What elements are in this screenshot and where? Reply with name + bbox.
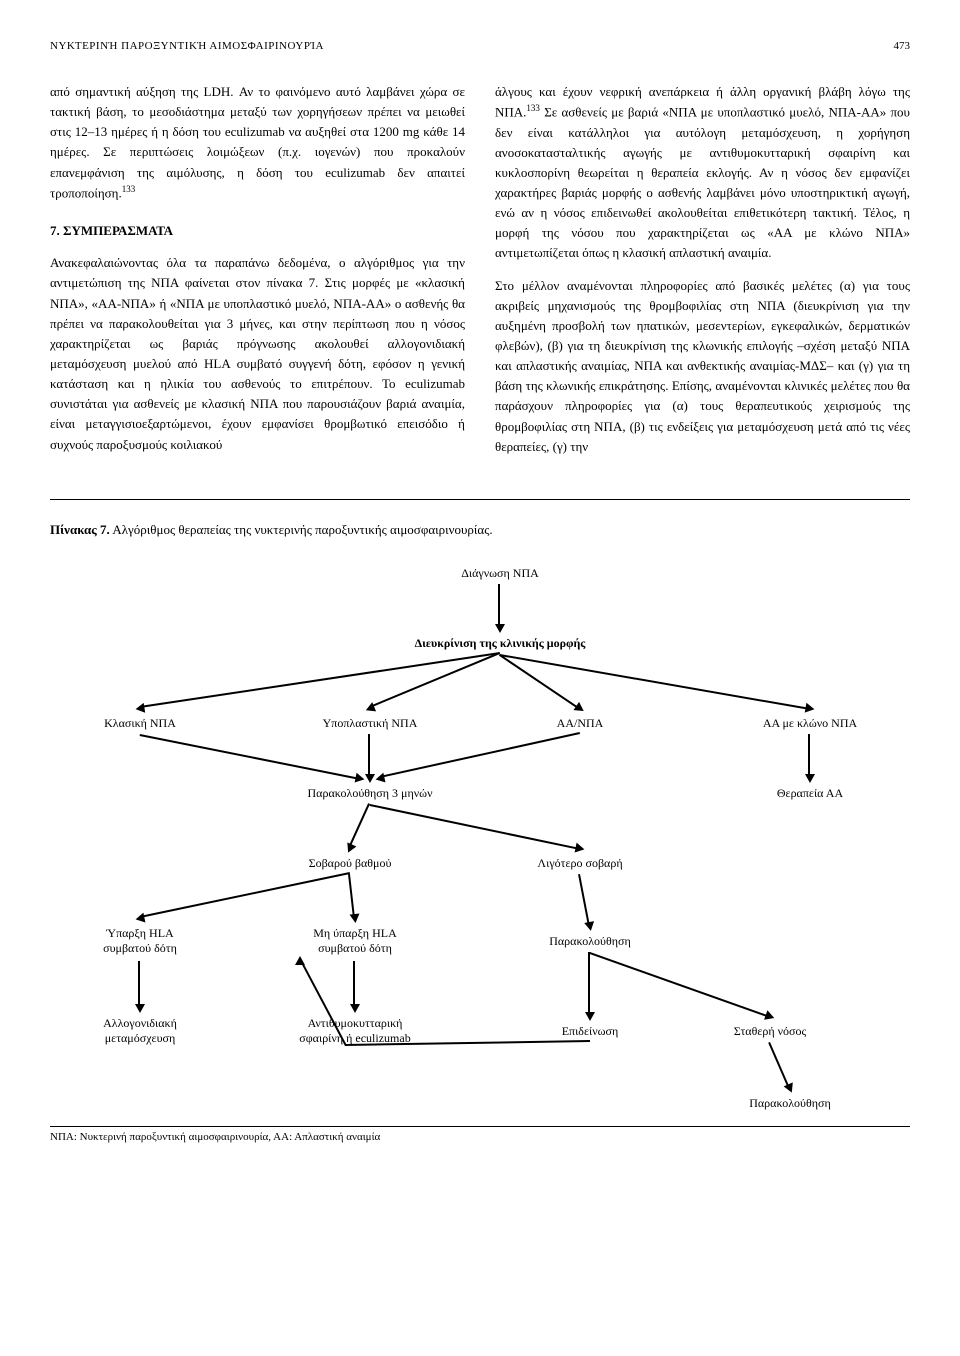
flowchart-arrow-head-icon <box>585 1012 595 1021</box>
flowchart-arrow-line <box>140 734 360 779</box>
flowchart-arrow-head-icon <box>135 1004 145 1013</box>
left-p2: Ανακεφαλαιώνοντας όλα τα παραπάνω δεδομέ… <box>50 253 465 454</box>
flowchart-arrow-line <box>589 952 769 1017</box>
flowchart-node-n5: ΑΑ/ΝΠΑ <box>540 716 620 731</box>
flowchart-node-n1: Διάγνωση ΝΠΑ <box>440 566 560 581</box>
flowchart-arrow-head-icon <box>350 913 361 923</box>
flowchart-arrow-head-icon <box>575 843 586 855</box>
page-number: 473 <box>894 40 911 52</box>
flowchart-arrow-line <box>809 734 811 778</box>
flowchart-node-n11: Ύπαρξη HLA συμβατού δότη <box>80 926 200 956</box>
flowchart-node-n9: Σοβαρού βαθμού <box>285 856 415 871</box>
flowchart-arrow-head-icon <box>764 1010 776 1022</box>
flowchart-arrow-line <box>500 654 810 709</box>
flowchart-arrow-head-icon <box>584 921 596 932</box>
flowchart: Διάγνωση ΝΠΑ Διευκρίνιση της κλινικής μορ… <box>50 556 910 1116</box>
right-column: άλγους και έχουν νεφρική ανεπάρκεια ή άλ… <box>495 82 910 469</box>
right-p1b: Σε ασθενείς με βαριά «ΝΠΑ με υποπλαστικό… <box>495 104 910 260</box>
flowchart-node-n13: Παρακολούθηση <box>530 934 650 949</box>
left-p1: από σημαντική αύξηση της LDH. Αν το φαιν… <box>50 82 465 203</box>
flowchart-arrow-head-icon <box>375 773 386 785</box>
flowchart-arrow-head-icon <box>784 1082 797 1094</box>
right-p2: Στο μέλλον αναμένονται πληροφορίες από β… <box>495 276 910 457</box>
flowchart-arrow-line <box>769 1042 790 1089</box>
table-caption-bold: Πίνακας 7. <box>50 522 110 537</box>
flowchart-arrow-line <box>380 732 580 777</box>
flowchart-arrow-line <box>349 803 370 848</box>
flowchart-arrow-line <box>140 872 350 917</box>
flowchart-arrow-line <box>369 652 500 707</box>
flowchart-arrow-head-icon <box>344 842 357 854</box>
flowchart-arrow-head-icon <box>495 624 505 633</box>
flowchart-arrow-line <box>369 734 371 778</box>
flowchart-node-n18: Παρακολούθηση <box>730 1096 850 1111</box>
flowchart-arrow-head-icon <box>365 774 375 783</box>
flowchart-node-n4: Υποπλαστική ΝΠΑ <box>300 716 440 731</box>
flowchart-node-n16: Επιδείνωση <box>540 1024 640 1039</box>
flowchart-arrow-head-icon <box>355 773 366 785</box>
flowchart-arrow-head-icon <box>573 702 586 715</box>
flowchart-node-n14: Αλλογονιδιακή μεταμόσχευση <box>80 1016 200 1046</box>
flowchart-arrow-line <box>589 952 591 1016</box>
flowchart-arrow-line <box>354 961 356 1008</box>
right-p1: άλγους και έχουν νεφρική ανεπάρκεια ή άλ… <box>495 82 910 264</box>
flowchart-arrow-head-icon <box>350 1004 360 1013</box>
flowchart-node-n17: Σταθερή νόσος <box>710 1024 830 1039</box>
flowchart-node-n6: ΑΑ με κλώνο ΝΠΑ <box>740 716 880 731</box>
table-footnote: ΝΠΑ: Νυκτερινή παροξυντική αιμοσφαιρινου… <box>50 1126 910 1143</box>
flowchart-node-n7: Παρακολούθηση 3 μηνών <box>280 786 460 801</box>
flowchart-arrow-head-icon <box>805 774 815 783</box>
flowchart-arrow-line <box>499 584 501 628</box>
flowchart-node-n10: Λιγότερο σοβαρή <box>510 856 650 871</box>
table-caption: Πίνακας 7. Αλγόριθμος θεραπείας της νυκτ… <box>50 499 910 538</box>
flowchart-node-n2: Διευκρίνιση της κλινικής μορφής <box>390 636 610 651</box>
flowchart-node-n15: Αντιθυμοκυτταρική σφαιρίνη ή eculizumab <box>275 1016 435 1046</box>
flowchart-arrow-head-icon <box>295 956 305 965</box>
body-columns: από σημαντική αύξηση της LDH. Αν το φαιν… <box>50 82 910 469</box>
citation-sup: 133 <box>122 184 136 194</box>
section-heading: 7. ΣΥΜΠΕΡΑΣΜΑΤΑ <box>50 221 465 241</box>
flowchart-arrow-line <box>139 961 141 1008</box>
flowchart-arrow-head-icon <box>805 703 816 714</box>
flowchart-arrow-head-icon <box>135 913 146 925</box>
left-p1-text: από σημαντική αύξηση της LDH. Αν το φαιν… <box>50 84 465 200</box>
citation-sup: 133 <box>526 103 540 113</box>
flowchart-arrow-line <box>579 874 590 926</box>
table-caption-text: Αλγόριθμος θεραπείας της νυκτερινής παρο… <box>110 522 493 537</box>
flowchart-arrow-head-icon <box>135 703 145 714</box>
flowchart-arrow-line <box>370 804 580 849</box>
flowchart-arrow-line <box>140 652 500 707</box>
left-column: από σημαντική αύξηση της LDH. Αν το φαιν… <box>50 82 465 469</box>
running-header-left: Νυκτερινή Παροξυντική Αιμοσφαιρινουρία <box>50 40 324 52</box>
flowchart-node-n12: Μη ύπαρξη HLA συμβατού δότη <box>290 926 420 956</box>
flowchart-arrow-line <box>349 874 355 918</box>
flowchart-node-n3: Κλασική ΝΠΑ <box>80 716 200 731</box>
flowchart-node-n8: Θεραπεία ΑΑ <box>760 786 860 801</box>
